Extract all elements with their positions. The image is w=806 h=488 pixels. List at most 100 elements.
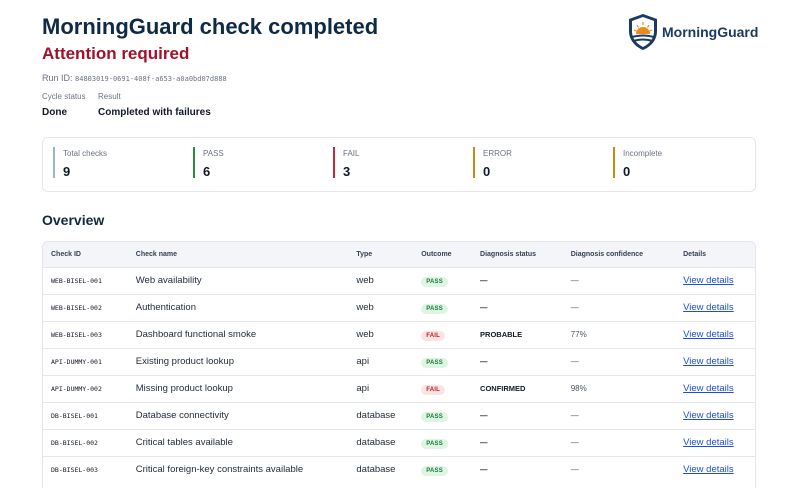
diagnosis-confidence-cell: 77% — [570, 330, 587, 339]
type-cell: database — [356, 464, 396, 476]
summary-value: 0 — [483, 164, 491, 179]
check-name-cell: Missing product lookup — [135, 383, 233, 394]
summary-label: Incomplete — [623, 149, 663, 158]
outcome-badge: FAIL — [421, 384, 446, 395]
result-label: Result — [98, 92, 121, 101]
outcome-cell: PASS — [413, 267, 472, 294]
type-cell: web — [356, 302, 374, 313]
check-id-cell: DB-BISEL-003 — [51, 465, 98, 474]
details-cell: View details — [675, 267, 755, 294]
outcome-cell: PASS — [413, 429, 472, 456]
view-details-link[interactable]: View details — [683, 302, 734, 313]
details-cell: View details — [675, 456, 755, 483]
check-name-cell: Web availability — [135, 275, 202, 286]
overview-table: Check ID Check name Type Outcome Diagnosis s… — [42, 241, 756, 488]
diagnosis-status-cell: — — [472, 267, 563, 294]
table-row: API-DUMMY-002 Missing product lookup api FA… — [43, 375, 755, 402]
view-details-link[interactable]: View details — [683, 464, 734, 476]
diagnosis-status-cell: — — [472, 348, 563, 375]
check-id-cell: DB-BISEL-001 — [51, 411, 98, 420]
page-title: MorningGuard check completed — [42, 14, 379, 39]
table-row: DB-BISEL-001 Database connectivity databas… — [43, 402, 755, 429]
summary-label: Total checks — [63, 149, 108, 158]
view-details-link[interactable]: View details — [683, 383, 734, 394]
view-details-link[interactable]: View details — [683, 410, 734, 421]
table-row: API-DUMMY-001 Existing product lookup api P… — [43, 348, 755, 375]
diagnosis-status: — — [480, 303, 488, 312]
result-value: Completed with failures — [98, 107, 211, 118]
diagnosis-confidence-cell: — — [570, 303, 579, 312]
diagnosis-confidence-cell: — — [570, 438, 579, 447]
result: Result Completed with failures — [98, 92, 211, 118]
brand-name: MorningGuard — [662, 24, 759, 40]
summary-label: PASS — [203, 149, 224, 158]
outcome-badge: PASS — [421, 438, 448, 449]
check-name-cell: Database connectivity — [135, 410, 229, 421]
outcome-badge: PASS — [421, 465, 448, 476]
summary-value: 9 — [63, 164, 71, 179]
check-id-cell: WEB-BISEL-003 — [51, 330, 102, 339]
cycle-status: Cycle status Done — [42, 92, 86, 118]
column-header: Diagnosis status — [480, 250, 537, 258]
type-cell: web — [356, 275, 374, 286]
outcome-badge: PASS — [421, 357, 448, 368]
cycle-status-value: Done — [42, 107, 67, 118]
diagnosis-confidence-cell: — — [570, 465, 579, 475]
details-cell: View details — [675, 429, 755, 456]
summary-label: FAIL — [343, 149, 360, 158]
diagnosis-confidence-cell: — — [570, 276, 579, 285]
view-details-link[interactable]: View details — [683, 329, 734, 340]
outcome-badge: PASS — [421, 411, 448, 422]
details-cell: View details — [675, 348, 755, 375]
diagnosis-status-cell: — — [472, 429, 563, 456]
outcome-badge: PASS — [421, 303, 448, 314]
type-cell: database — [356, 437, 396, 448]
summary-value: 0 — [623, 164, 631, 179]
diagnosis-status: — — [480, 438, 488, 447]
type-cell: api — [356, 356, 370, 367]
check-name-cell: Critical foreign-key constraints availab… — [135, 464, 304, 476]
column-header: Type — [356, 250, 373, 258]
view-details-link[interactable]: View details — [683, 275, 734, 286]
diagnosis-confidence-cell: 98% — [570, 384, 587, 393]
outcome-badge: PASS — [421, 276, 448, 287]
details-cell: View details — [675, 402, 755, 429]
check-id-cell: WEB-BISEL-002 — [51, 303, 102, 312]
view-details-link[interactable]: View details — [683, 356, 734, 367]
run-id-value: 84803019-0691-408f-a653-a0a0bd07d888 — [75, 75, 227, 83]
summary-label: ERROR — [483, 149, 512, 158]
summary-item-fail: FAIL 3 — [333, 147, 360, 179]
outcome-cell: PASS — [413, 402, 472, 429]
outcome-cell: PASS — [413, 348, 472, 375]
column-header: Check name — [135, 250, 178, 258]
brand-logo: MorningGuard — [627, 12, 767, 52]
outcome-cell: FAIL — [413, 321, 472, 348]
diagnosis-status-cell: — — [472, 294, 563, 321]
shield-sunrise-logo-icon — [629, 14, 657, 50]
run-id: Run ID: 84803019-0691-408f-a653-a0a0bd07… — [42, 73, 227, 83]
diagnosis-status: CONFIRMED — [480, 384, 526, 393]
diagnosis-status-cell: — — [472, 456, 563, 483]
view-details-link[interactable]: View details — [683, 437, 734, 448]
diagnosis-status: — — [480, 276, 488, 285]
summary-item-pass: PASS 6 — [193, 147, 224, 179]
check-id-cell: API-DUMMY-001 — [51, 357, 102, 366]
details-cell: View details — [675, 294, 755, 321]
check-name-cell: Authentication — [135, 302, 196, 313]
diagnosis-confidence-cell: — — [570, 411, 579, 420]
outcome-cell: PASS — [413, 456, 472, 483]
column-header: Outcome — [421, 250, 452, 258]
diagnosis-status-cell: CONFIRMED — [472, 375, 563, 402]
outcome-cell: PASS — [413, 294, 472, 321]
check-id-cell: DB-BISEL-002 — [51, 438, 98, 447]
table-header-row: Check ID Check name Type Outcome Diagnosis s… — [43, 242, 755, 267]
attention-heading: Attention required — [42, 44, 190, 63]
check-id-cell: WEB-BISEL-001 — [51, 276, 102, 285]
table-row: WEB-BISEL-002 Authentication web PASS — — View… — [43, 294, 755, 321]
details-cell: View details — [675, 375, 755, 402]
type-cell: database — [356, 410, 396, 421]
check-name-cell: Existing product lookup — [135, 356, 234, 367]
diagnosis-status: PROBABLE — [480, 330, 523, 339]
diagnosis-status-cell: — — [472, 402, 563, 429]
summary-item-incomplete: Incomplete 0 — [613, 147, 663, 179]
